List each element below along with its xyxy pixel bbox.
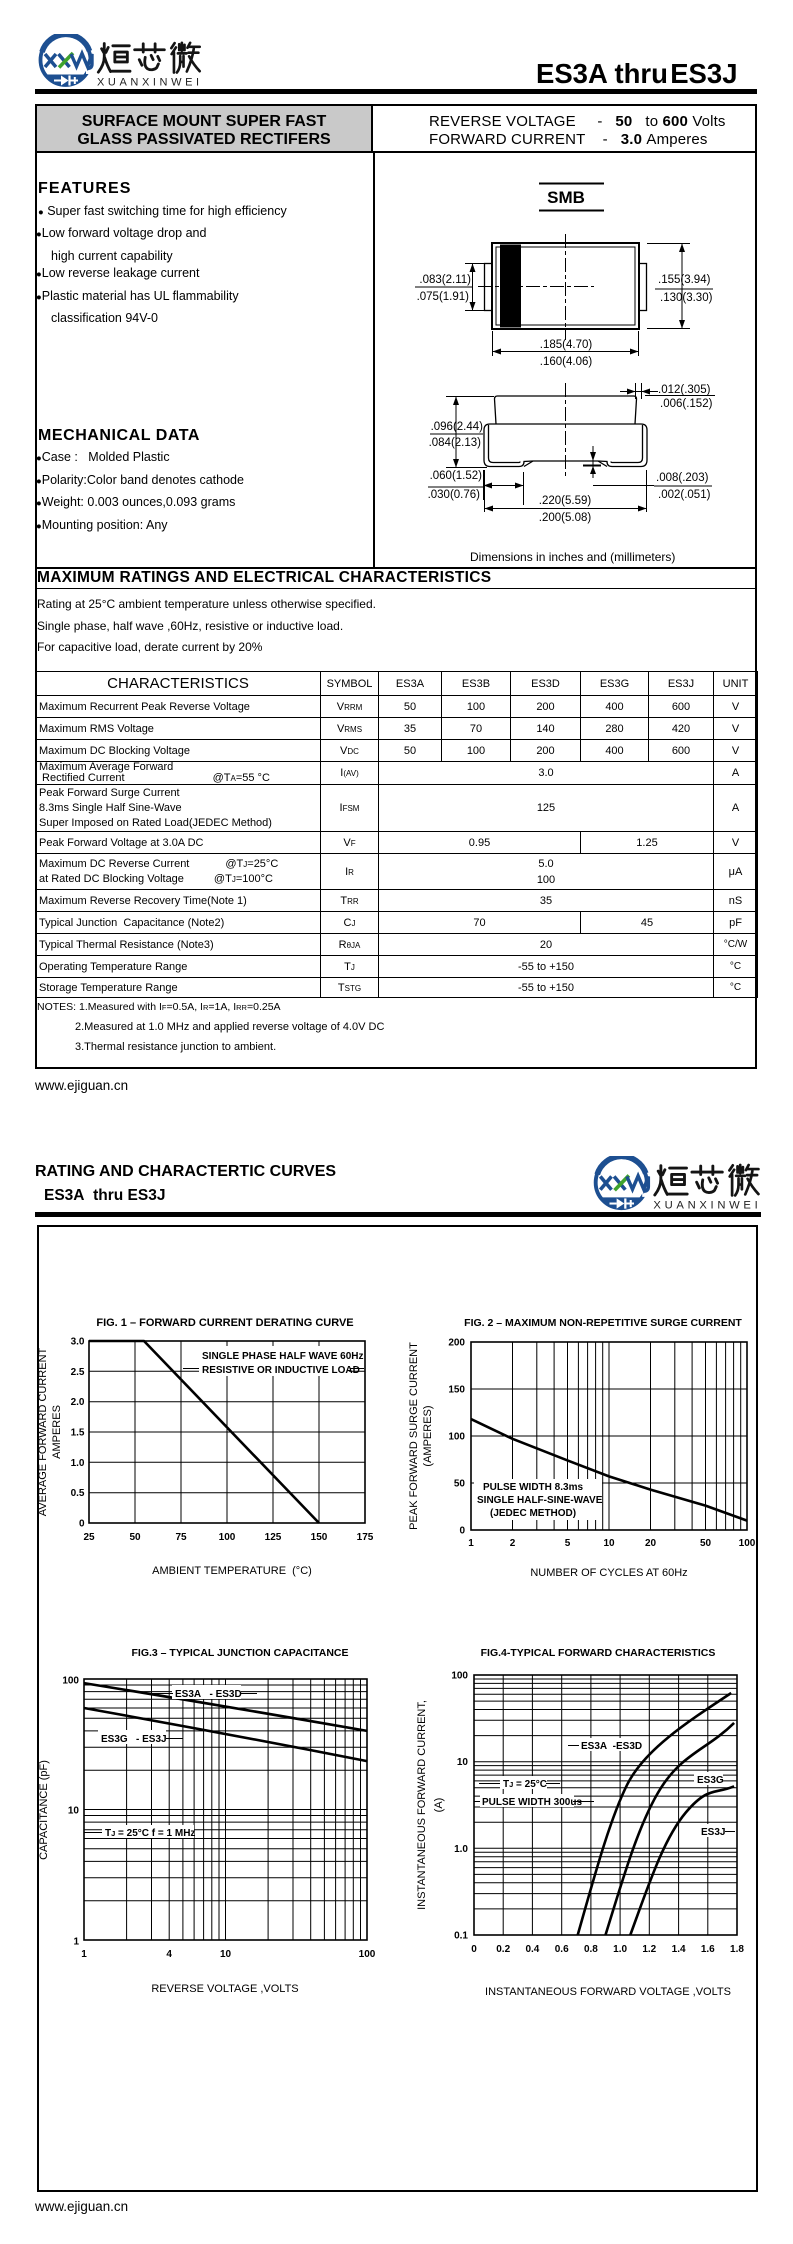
- svg-text:FIG. 1 – FORWARD CURRENT DERAT: FIG. 1 – FORWARD CURRENT DERATING CURVE: [96, 1317, 353, 1329]
- svg-text:.096(2.44): .096(2.44): [431, 421, 484, 433]
- svg-text:100: 100: [448, 1432, 465, 1443]
- svg-text:125: 125: [265, 1532, 282, 1543]
- svg-text:.083(2.11): .083(2.11): [419, 274, 471, 286]
- svg-text:ES3A -ES3D: ES3A -ES3D: [581, 1741, 642, 1752]
- svg-text:175: 175: [357, 1532, 374, 1543]
- svg-text:2.5: 2.5: [71, 1367, 85, 1378]
- svg-text:50: 50: [700, 1538, 712, 1549]
- svg-text:PEAK FORWARD SURGE CURRENT: PEAK FORWARD SURGE CURRENT: [408, 1342, 420, 1530]
- svg-text:4: 4: [166, 1949, 172, 1960]
- svg-text:NUMBER OF CYCLES AT 60Hz: NUMBER OF CYCLES AT 60Hz: [530, 1567, 687, 1579]
- svg-text:.012(.305): .012(.305): [658, 384, 711, 396]
- svg-text:.030(0.76): .030(0.76): [428, 489, 481, 501]
- svg-text:PULSE WIDTH 8.3ms: PULSE WIDTH 8.3ms: [483, 1482, 583, 1493]
- svg-text:100: 100: [359, 1949, 376, 1960]
- svg-text:SINGLE PHASE HALF WAVE 60Hz: SINGLE PHASE HALF WAVE 60Hz: [202, 1351, 364, 1362]
- svg-text:XUANXINWEI: XUANXINWEI: [97, 77, 203, 89]
- svg-text:25: 25: [83, 1532, 95, 1543]
- svg-text:1.6: 1.6: [701, 1944, 715, 1955]
- svg-text:200: 200: [448, 1338, 465, 1349]
- svg-text:.200(5.08): .200(5.08): [539, 512, 592, 524]
- svg-text:.185(4.70): .185(4.70): [540, 339, 593, 351]
- svg-text:INSTANTANEOUS FORWARD VOLTAGE: INSTANTANEOUS FORWARD VOLTAGE ,VOLTS: [485, 1986, 731, 1998]
- svg-text:.220(5.59): .220(5.59): [539, 495, 592, 507]
- svg-text:ES3G - ES3J: ES3G - ES3J: [101, 1734, 167, 1745]
- svg-text:1: 1: [73, 1937, 79, 1948]
- svg-text:20: 20: [645, 1538, 657, 1549]
- svg-text:0.5: 0.5: [71, 1488, 85, 1499]
- svg-text:10: 10: [220, 1949, 232, 1960]
- svg-text:RESISTIVE OR INDUCTIVE LOAD: RESISTIVE OR INDUCTIVE LOAD: [202, 1365, 360, 1376]
- svg-text:0.4: 0.4: [525, 1944, 539, 1955]
- svg-text:0: 0: [79, 1519, 85, 1530]
- svg-text:150: 150: [311, 1532, 328, 1543]
- svg-text:FIG. 2 – MAXIMUM NON-REPETITIV: FIG. 2 – MAXIMUM NON-REPETITIVE SURGE CU…: [464, 1317, 742, 1329]
- svg-text:XUANXINWEI: XUANXINWEI: [653, 1200, 761, 1212]
- svg-text:0: 0: [471, 1944, 477, 1955]
- svg-text:1.2: 1.2: [642, 1944, 656, 1955]
- svg-text:5: 5: [565, 1538, 571, 1549]
- svg-text:SINGLE HALF-SINE-WAVE: SINGLE HALF-SINE-WAVE: [477, 1495, 603, 1506]
- svg-text:10: 10: [68, 1806, 80, 1817]
- svg-text:(JEDEC METHOD): (JEDEC METHOD): [490, 1508, 576, 1519]
- svg-text:TJ = 25°C: TJ = 25°C: [503, 1779, 547, 1790]
- svg-text:.130(3.30): .130(3.30): [660, 292, 713, 304]
- svg-text:.155(3.94): .155(3.94): [658, 274, 711, 286]
- svg-text:AMPERES: AMPERES: [51, 1405, 63, 1459]
- svg-text:0.8: 0.8: [584, 1944, 598, 1955]
- svg-text:0.2: 0.2: [496, 1944, 510, 1955]
- svg-text:(AMPERES): (AMPERES): [422, 1405, 434, 1466]
- svg-text:3.0: 3.0: [71, 1337, 85, 1348]
- svg-text:SMB: SMB: [547, 188, 585, 207]
- svg-text:FIG.3 – TYPICAL JUNCTION CAPAC: FIG.3 – TYPICAL JUNCTION CAPACITANCE: [131, 1647, 348, 1659]
- svg-text:AVERAGE FORWARD CURRENT: AVERAGE FORWARD CURRENT: [37, 1347, 49, 1516]
- svg-text:0.6: 0.6: [555, 1944, 569, 1955]
- svg-text:50: 50: [454, 1479, 466, 1490]
- svg-text:.002(.051): .002(.051): [658, 489, 711, 501]
- svg-text:1.0: 1.0: [613, 1944, 627, 1955]
- svg-text:100: 100: [219, 1532, 236, 1543]
- svg-text:150: 150: [448, 1385, 465, 1396]
- svg-text:.160(4.06): .160(4.06): [540, 356, 593, 368]
- svg-text:100: 100: [739, 1538, 756, 1549]
- svg-text:1: 1: [468, 1538, 474, 1549]
- svg-text:INSTANTANEOUS FORWARD CURRENT,: INSTANTANEOUS FORWARD CURRENT,: [416, 1700, 428, 1910]
- svg-text:100: 100: [451, 1671, 468, 1682]
- svg-text:ES3G: ES3G: [697, 1775, 724, 1786]
- svg-text:.008(.203): .008(.203): [656, 472, 709, 484]
- svg-text:1.0: 1.0: [71, 1458, 85, 1469]
- svg-text:10: 10: [603, 1538, 615, 1549]
- svg-text:2.0: 2.0: [71, 1397, 85, 1408]
- svg-text:75: 75: [175, 1532, 187, 1543]
- svg-text:ES3A - ES3D: ES3A - ES3D: [175, 1689, 242, 1700]
- svg-text:50: 50: [129, 1532, 141, 1543]
- svg-text:.084(2.13): .084(2.13): [429, 437, 482, 449]
- svg-text:100: 100: [62, 1676, 79, 1687]
- svg-text:ES3J: ES3J: [701, 1827, 725, 1838]
- svg-text:0: 0: [459, 1526, 465, 1537]
- svg-text:1.0: 1.0: [454, 1844, 468, 1855]
- svg-text:CAPACITANCE (pF): CAPACITANCE (pF): [38, 1760, 50, 1860]
- svg-text:TJ = 25°C f = 1 MHz: TJ = 25°C f = 1 MHz: [105, 1828, 195, 1839]
- svg-text:FIG.4-TYPICAL FORWARD CHARACTE: FIG.4-TYPICAL FORWARD CHARACTERISTICS: [481, 1647, 716, 1659]
- svg-text:1.8: 1.8: [730, 1944, 744, 1955]
- svg-text:1: 1: [81, 1949, 87, 1960]
- svg-text:.060(1.52): .060(1.52): [430, 470, 483, 482]
- svg-text:10: 10: [457, 1757, 469, 1768]
- svg-text:1.5: 1.5: [71, 1428, 85, 1439]
- svg-text:(A): (A): [433, 1798, 445, 1813]
- svg-text:0.1: 0.1: [454, 1931, 468, 1942]
- svg-text:.006(.152): .006(.152): [660, 398, 713, 410]
- svg-text:PULSE WIDTH 300us: PULSE WIDTH 300us: [482, 1797, 582, 1808]
- svg-text:1.4: 1.4: [672, 1944, 686, 1955]
- svg-text:.075(1.91): .075(1.91): [417, 291, 470, 303]
- svg-text:REVERSE VOLTAGE ,VOLTS: REVERSE VOLTAGE ,VOLTS: [151, 1983, 298, 1995]
- svg-text:2: 2: [510, 1538, 516, 1549]
- svg-text:AMBIENT TEMPERATURE (°C): AMBIENT TEMPERATURE (°C): [152, 1565, 312, 1577]
